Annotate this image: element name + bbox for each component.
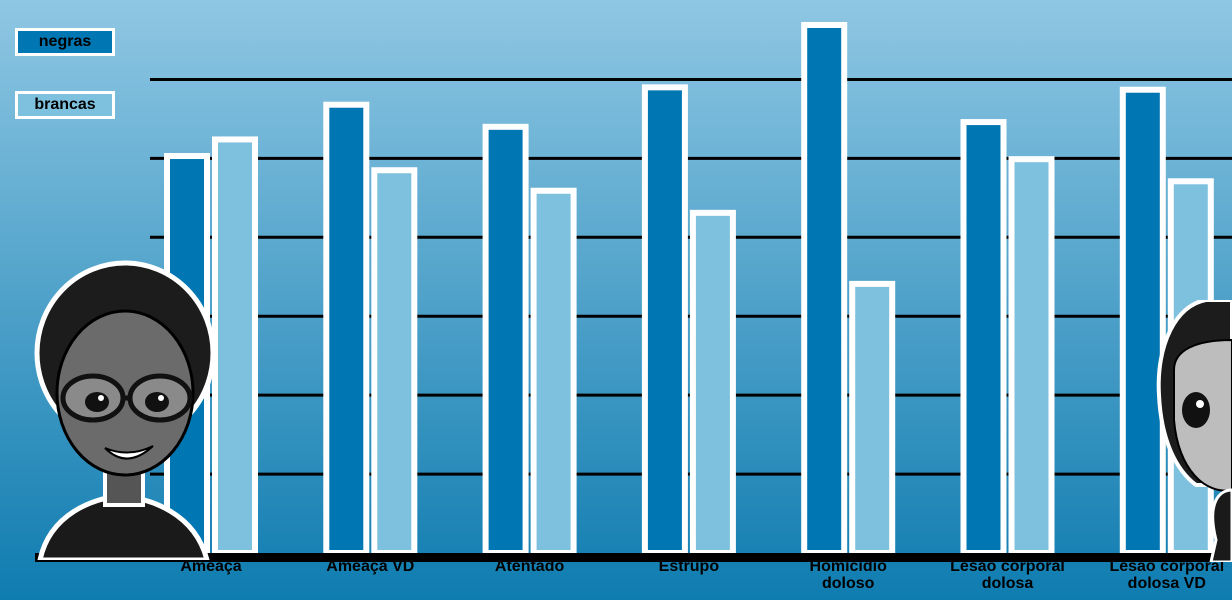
bar-negras bbox=[960, 119, 1007, 557]
bar-brancas bbox=[1008, 156, 1055, 556]
x-tick-label: Lesão corporal dolosa bbox=[950, 558, 1065, 592]
woman-glasses-avatar bbox=[34, 260, 215, 560]
bar-negras bbox=[482, 123, 529, 556]
woman-avatar-cropped bbox=[1156, 300, 1232, 562]
bar-brancas bbox=[849, 280, 896, 556]
x-tick-label: Atentado bbox=[494, 558, 565, 575]
legend-item-negras: negras bbox=[15, 28, 115, 56]
bar-negras bbox=[641, 84, 688, 556]
x-tick-label: Estrupo bbox=[658, 558, 720, 575]
x-tick-label: Lesão corporal dolosa VD bbox=[1109, 558, 1225, 592]
x-tick-label: Homicídio doloso bbox=[809, 558, 887, 592]
bar-negras bbox=[323, 101, 370, 557]
x-tick-label: Ameaça VD bbox=[326, 558, 415, 575]
x-axis-baseline bbox=[35, 553, 1232, 562]
bar-brancas bbox=[689, 209, 736, 556]
bar-brancas bbox=[530, 187, 577, 556]
bar-negras bbox=[1119, 86, 1166, 557]
bar-negras bbox=[801, 22, 848, 556]
bar-brancas bbox=[371, 167, 418, 556]
bar-brancas bbox=[212, 136, 258, 556]
x-tick-label: Ameaça bbox=[180, 558, 242, 575]
legend-item-brancas: brancas bbox=[15, 91, 115, 119]
